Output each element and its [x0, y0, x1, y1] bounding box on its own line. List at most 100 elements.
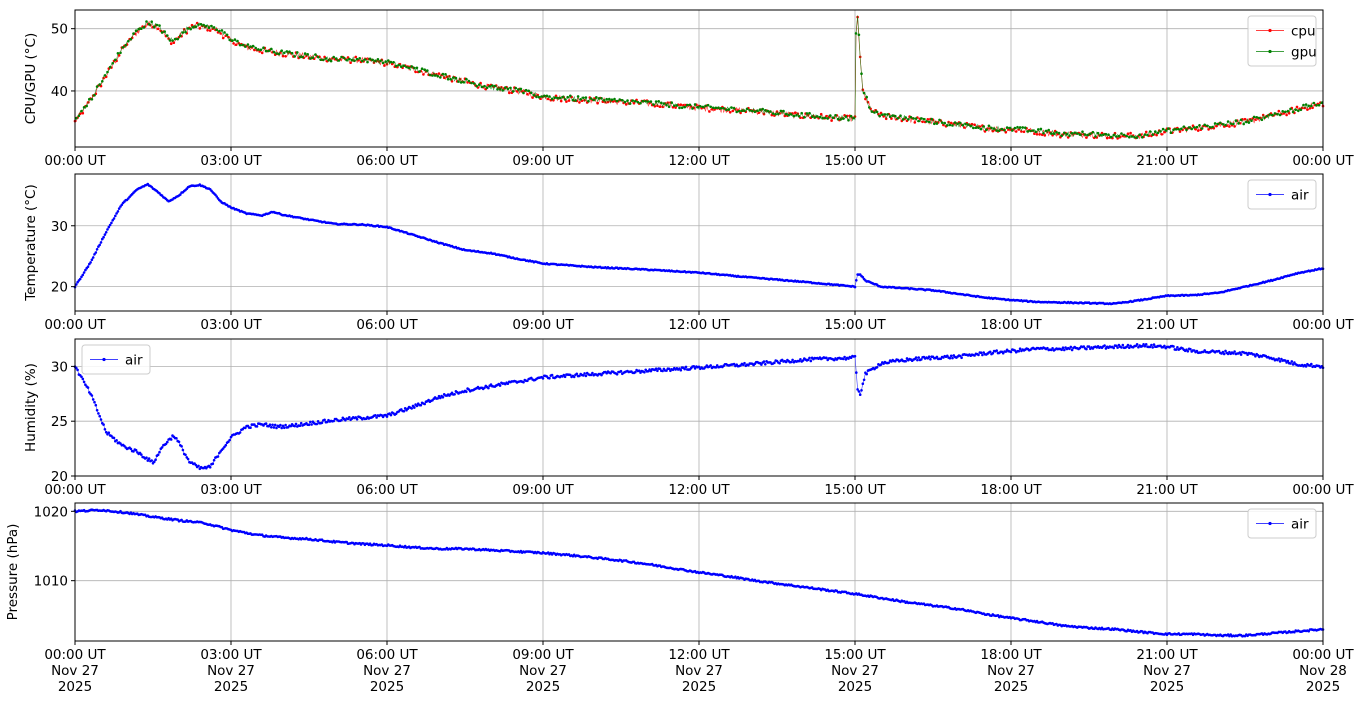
data-point — [1094, 135, 1097, 138]
data-point — [860, 389, 863, 392]
data-point — [861, 275, 865, 279]
data-point — [953, 121, 957, 124]
legend-label-air: air — [125, 353, 143, 369]
data-point — [1174, 348, 1178, 351]
data-point — [637, 369, 641, 373]
data-point — [405, 65, 408, 69]
data-point — [675, 104, 679, 107]
data-point — [1182, 125, 1186, 128]
data-point — [1112, 133, 1115, 137]
y-axis-label: CPU/GPU (°C) — [23, 33, 39, 124]
data-point — [862, 378, 866, 382]
data-point — [962, 126, 966, 129]
data-point — [325, 420, 329, 424]
data-point — [81, 111, 85, 115]
data-point — [1232, 122, 1235, 126]
data-point — [99, 418, 103, 421]
data-point — [132, 32, 135, 35]
data-point — [1226, 120, 1230, 123]
data-point — [1133, 136, 1136, 139]
data-point — [272, 50, 276, 54]
data-point — [402, 409, 406, 413]
data-point — [1107, 133, 1110, 136]
data-point — [1293, 361, 1296, 364]
data-point — [921, 120, 924, 124]
data-point — [147, 23, 151, 26]
data-point — [1247, 121, 1251, 124]
panel-1: 00:00 UT 03:00 UT 06:00 UT 09:00 UT 12:00 UT… — [23, 9, 1354, 169]
data-point — [829, 114, 832, 117]
data-point — [691, 107, 694, 110]
data-point — [541, 377, 545, 380]
x-tick-label: 00:00 UT — [1292, 153, 1354, 169]
data-point — [904, 359, 907, 363]
data-point — [748, 109, 751, 112]
data-point — [1308, 107, 1312, 110]
data-point — [324, 57, 328, 60]
data-point — [825, 356, 828, 360]
data-point — [732, 362, 736, 366]
data-point — [514, 86, 517, 90]
data-point — [920, 117, 923, 120]
data-point — [1104, 132, 1108, 136]
data-point — [563, 98, 567, 101]
series-air — [73, 508, 1325, 638]
data-point — [515, 90, 519, 93]
x-tick-label: 15:00 UT — [824, 317, 886, 333]
data-point — [626, 99, 629, 102]
data-point — [1238, 351, 1242, 354]
data-point — [706, 103, 710, 107]
data-point — [75, 116, 78, 120]
data-point — [862, 91, 866, 95]
data-point — [90, 258, 94, 262]
data-point — [82, 380, 86, 384]
data-point — [857, 390, 861, 393]
data-point — [890, 117, 893, 120]
data-point — [830, 119, 833, 122]
data-point — [244, 45, 247, 48]
data-point — [1128, 135, 1131, 139]
data-point — [888, 115, 892, 118]
data-point — [166, 34, 169, 37]
data-point — [1150, 343, 1153, 347]
data-point — [805, 112, 809, 115]
legend-marker — [1268, 192, 1272, 197]
data-point — [1307, 104, 1310, 108]
data-point — [215, 28, 218, 32]
data-point — [467, 388, 471, 391]
data-point — [531, 96, 534, 99]
data-point — [701, 105, 705, 109]
data-point — [1278, 360, 1282, 363]
data-point — [383, 64, 386, 67]
data-point — [1180, 127, 1183, 131]
data-point — [766, 109, 770, 113]
data-point — [1206, 124, 1209, 128]
data-point — [289, 424, 293, 428]
data-point — [86, 386, 90, 389]
data-point — [1013, 126, 1017, 130]
data-point — [496, 88, 499, 91]
data-point — [164, 442, 168, 446]
data-point — [506, 382, 510, 386]
data-point — [160, 446, 164, 449]
data-point — [467, 79, 471, 83]
x-tick-label: 15:00 UT — [824, 153, 886, 169]
data-point — [1043, 134, 1047, 137]
data-point — [865, 372, 868, 376]
data-point — [1038, 133, 1041, 136]
x-tick-label: 18:00 UT Nov 27 2025 — [980, 647, 1042, 695]
data-point — [285, 50, 289, 53]
data-point — [117, 207, 121, 210]
data-point — [264, 49, 268, 53]
data-point — [1189, 347, 1192, 351]
data-point — [1085, 136, 1088, 139]
data-point — [150, 20, 153, 24]
data-point — [904, 116, 907, 119]
data-point — [264, 422, 268, 425]
data-point — [602, 99, 606, 102]
data-point — [613, 97, 616, 101]
data-point — [400, 65, 403, 68]
data-point — [275, 426, 278, 430]
y-tick-label: 30 — [51, 219, 68, 235]
data-point — [1138, 133, 1141, 136]
